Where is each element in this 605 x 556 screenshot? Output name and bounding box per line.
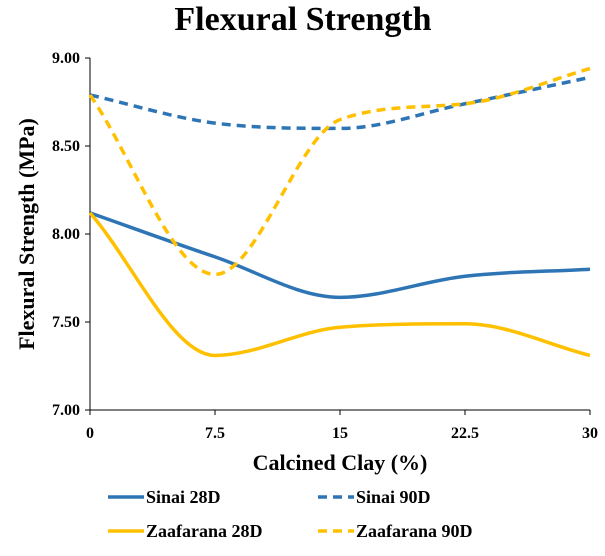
y-tick-label: 8.00 (52, 226, 80, 243)
legend-label-sinai-90d: Sinai 90D (356, 487, 431, 507)
y-axis-title: Flexural Strength (MPa) (14, 118, 39, 350)
x-axis-title: Calcined Clay (%) (253, 450, 428, 475)
x-tick-label: 15 (332, 425, 348, 442)
y-tick-label: 7.50 (52, 314, 80, 331)
y-tick-label: 7.00 (52, 402, 80, 419)
y-tick-label: 8.50 (52, 138, 80, 155)
y-tick-label: 9.00 (52, 50, 80, 67)
x-tick-label: 30 (582, 425, 598, 442)
series-line-zaafarana-90d (88, 66, 591, 277)
legend-label-sinai-28d: Sinai 28D (146, 487, 221, 507)
legend: Sinai 28D Sinai 90D Zaafarana 28D Zaafarana… (108, 487, 473, 541)
x-tick-label: 0 (86, 425, 94, 442)
legend-label-zaafarana-90d: Zaafarana 90D (356, 521, 473, 541)
x-tick-label: 7.5 (205, 425, 225, 442)
legend-label-zaafarana-28d: Zaafarana 28D (146, 521, 263, 541)
chart-title: Flexural Strength (174, 1, 431, 38)
plot-area: 7.00 7.50 8.00 8.50 9.00 0 7.5 15 22.5 30 (52, 50, 598, 442)
x-tick-label: 22.5 (451, 425, 479, 442)
series-line-zaafarana-28d (88, 211, 591, 358)
